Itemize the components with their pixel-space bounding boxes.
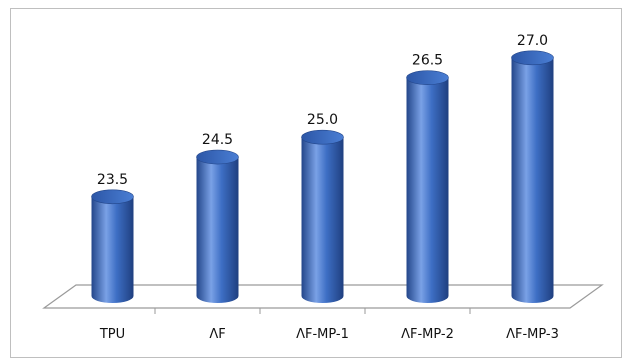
bar-top: [196, 149, 239, 165]
bar-body: [196, 157, 239, 304]
bar-top: [406, 70, 449, 85]
chart-floor: [42, 284, 604, 309]
data-label: 24.5: [202, 132, 233, 148]
bar-af-mp-2: [406, 70, 449, 304]
bar-af-mp-1: [301, 129, 344, 304]
category-labels-group: TPU ΛF ΛF-MP-1 ΛF-MP-2 ΛF-MP-3: [99, 308, 559, 342]
category-tick-label: ΛF-MP-3: [506, 327, 559, 342]
category-tick-label: ΛF-MP-1: [296, 327, 349, 342]
category-tick-label: ΛF-MP-2: [401, 327, 454, 342]
bar-top: [301, 129, 344, 145]
bar-body: [301, 137, 344, 304]
data-label: 26.5: [412, 53, 443, 69]
bar-body: [91, 196, 134, 304]
data-label: 25.0: [307, 112, 338, 128]
bar-body: [511, 57, 554, 304]
category-tick-label: TPU: [99, 327, 125, 342]
value-labels-group: 23.5 24.5 25.0 26.5 27.0: [97, 33, 548, 188]
bar-af: [196, 149, 239, 304]
bar-top: [511, 50, 554, 66]
bar-tpu: [91, 189, 134, 304]
bar-top: [91, 189, 134, 205]
bars-group: [91, 50, 554, 304]
bar-af-mp-3: [511, 50, 554, 304]
data-label: 27.0: [517, 33, 548, 49]
bar-body: [406, 77, 449, 304]
data-label: 23.5: [97, 172, 128, 188]
category-tick-label: ΛF: [209, 327, 225, 342]
